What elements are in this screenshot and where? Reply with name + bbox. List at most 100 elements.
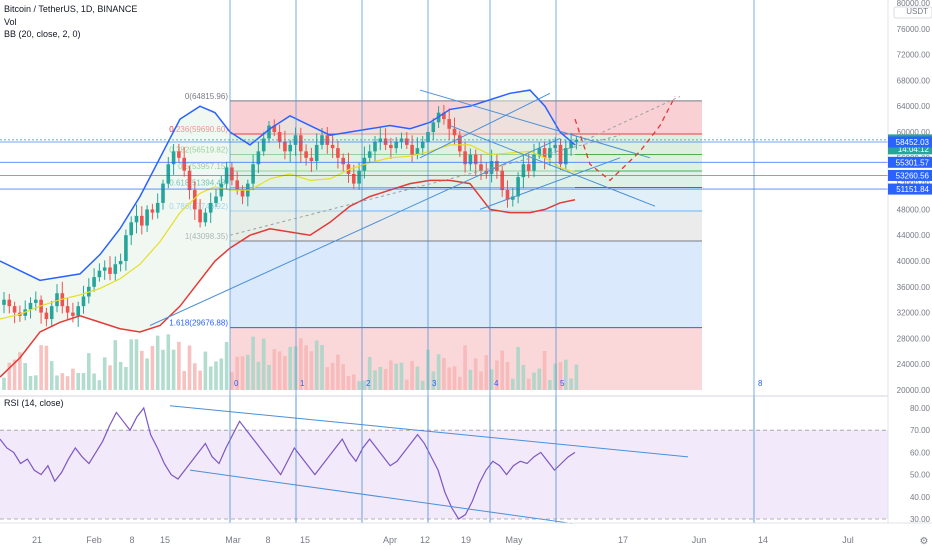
volume-bar: [7, 362, 12, 390]
candle-body: [569, 141, 573, 149]
volume-bar: [558, 362, 563, 390]
candle-body: [293, 135, 298, 145]
dashed-projection: [229, 134, 621, 236]
cycle-marker: 8: [758, 379, 763, 388]
candle-body: [161, 183, 165, 203]
volume-bar: [60, 373, 65, 390]
candle-body: [49, 306, 54, 320]
volume-bar: [569, 378, 573, 390]
price-tick-label: 68000.00: [897, 76, 931, 85]
candle-body: [235, 180, 239, 191]
volume-bar: [277, 351, 282, 390]
candle-body: [171, 151, 176, 165]
volume-bar: [352, 374, 356, 390]
candle-body: [198, 209, 202, 223]
dashed-projection: [574, 96, 681, 146]
time-tick-label: Feb: [86, 535, 102, 545]
candle-body: [129, 222, 133, 236]
volume-bar: [140, 350, 144, 390]
rsi-tick-label: 30.00: [910, 515, 931, 524]
candle-body: [219, 183, 224, 197]
volume-bar: [325, 367, 330, 390]
volume-bar: [171, 349, 176, 390]
candle-body: [463, 151, 467, 165]
time-tick-label: May: [505, 535, 523, 545]
volume-bar: [177, 341, 181, 390]
volume-bar: [362, 380, 367, 390]
volume-bar: [203, 351, 208, 390]
cycle-marker: 4: [494, 379, 499, 388]
trend-line: [449, 125, 656, 207]
candle-body: [521, 164, 526, 178]
volume-bar: [373, 370, 377, 390]
candle-body: [261, 138, 266, 152]
candle-body: [44, 312, 49, 320]
volume-bar: [420, 380, 425, 390]
candle-body: [251, 164, 255, 184]
candle-body: [177, 151, 181, 158]
volume-bar: [235, 356, 239, 390]
price-tick-label: 36000.00: [897, 283, 931, 292]
volume-bar: [431, 371, 436, 390]
fib-zone: [230, 241, 702, 328]
candle-body: [134, 215, 139, 223]
candle-body: [7, 299, 12, 307]
volume-bar: [436, 354, 441, 390]
candle-body: [166, 164, 171, 184]
candle-body: [299, 135, 303, 152]
price-tick-label: 20000.00: [897, 386, 931, 395]
rsi-trend-line: [169, 405, 689, 458]
candle-body: [564, 148, 568, 165]
volume-bar: [537, 368, 542, 390]
volume-bar: [320, 345, 324, 390]
price-tick-label: 64000.00: [897, 102, 931, 111]
price-badge-label: 53260.56: [896, 171, 930, 180]
volume-bar: [81, 373, 86, 390]
volume-bar: [399, 362, 404, 390]
candle-body: [495, 161, 499, 171]
volume-bar: [272, 349, 277, 390]
candle-body: [155, 202, 160, 213]
volume-bar: [383, 368, 388, 390]
volume-bar: [102, 357, 107, 390]
volume-bar: [256, 361, 261, 390]
trend-line: [479, 157, 621, 210]
cycle-marker: 0: [234, 379, 239, 388]
volume-bar: [330, 362, 335, 390]
volume-bar: [230, 371, 234, 390]
volume-bar: [389, 360, 393, 390]
price-tick-label: 72000.00: [897, 51, 931, 60]
volume-bar: [511, 378, 515, 390]
trend-line: [419, 92, 551, 159]
fib-level-label: 1.618(29676.88): [169, 319, 228, 328]
price-badge: [888, 156, 932, 168]
volume-bar: [410, 360, 414, 390]
price-tick-label: 48000.00: [897, 205, 931, 214]
price-tick-label: 44000.00: [897, 231, 931, 240]
candle-body: [420, 141, 425, 149]
volume-bar: [564, 359, 568, 390]
time-tick-label: Jun: [692, 535, 707, 545]
volume-bar: [44, 345, 49, 390]
candle-body: [489, 161, 494, 174]
candle-body: [447, 119, 451, 129]
cycle-marker: 1: [300, 379, 305, 388]
candle-body: [102, 267, 107, 271]
candle-body: [309, 157, 314, 162]
volume-bar: [357, 381, 361, 390]
candle-body: [330, 144, 335, 149]
gear-icon[interactable]: ⚙: [920, 536, 929, 547]
volume-bar: [526, 378, 531, 390]
volume-bar: [49, 361, 54, 390]
volume-bar: [468, 369, 473, 390]
volume-bar: [484, 355, 489, 390]
volume-bar: [65, 376, 70, 390]
candle-body: [516, 177, 520, 197]
volume-bar: [479, 371, 483, 390]
volume-bar: [187, 345, 192, 390]
candle-body: [325, 135, 330, 145]
bollinger-legend: BB (20, close, 2, 0): [4, 29, 81, 39]
volume-bar: [55, 375, 59, 390]
